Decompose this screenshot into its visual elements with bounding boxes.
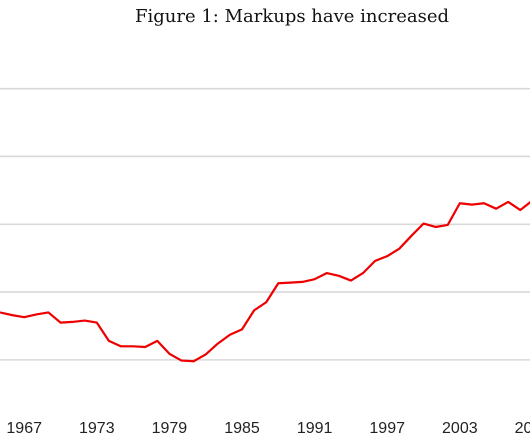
x-tick-label: 1985 [224, 420, 260, 437]
x-tick-label: 1997 [369, 420, 405, 437]
x-tick-label: 2003 [442, 420, 478, 437]
x-tick-label: 1973 [79, 420, 115, 437]
x-tick-label: 2009 [515, 420, 530, 437]
x-tick-label: 1991 [297, 420, 333, 437]
x-tick-label: 1979 [152, 420, 188, 437]
x-tick-label: 1967 [6, 420, 42, 437]
series-line-0 [0, 200, 530, 363]
chart-title: Figure 1: Markups have increased [134, 6, 450, 27]
